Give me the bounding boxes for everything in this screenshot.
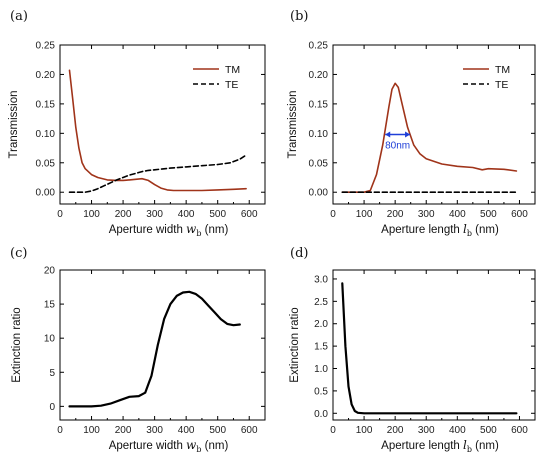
series-line-tm bbox=[68, 69, 247, 192]
x-tick-label: 400 bbox=[449, 425, 466, 436]
y-tick-label: 1.0 bbox=[314, 364, 328, 375]
x-axis-label: Aperture width wb (nm) bbox=[109, 438, 229, 454]
x-tick-label: 0 bbox=[330, 425, 336, 436]
panel-label: (c) bbox=[10, 246, 27, 261]
panel-label: (b) bbox=[290, 9, 308, 24]
x-tick-label: 500 bbox=[209, 425, 226, 436]
plot-frame bbox=[59, 269, 266, 421]
x-tick-label: 200 bbox=[387, 425, 404, 436]
x-tick-label: 500 bbox=[209, 209, 226, 220]
y-tick-label: 1.5 bbox=[314, 342, 328, 353]
y-tick-label: 15 bbox=[44, 300, 56, 311]
x-tick-label: 100 bbox=[356, 425, 373, 436]
x-tick-label: 300 bbox=[418, 209, 435, 220]
y-tick-label: 0.25 bbox=[36, 41, 56, 52]
y-tick-label: 0 bbox=[49, 402, 55, 413]
x-tick-label: 300 bbox=[146, 425, 163, 436]
x-tick-label: 100 bbox=[83, 209, 100, 220]
series-line-tm bbox=[341, 82, 518, 193]
x-tick-label: 400 bbox=[178, 425, 195, 436]
y-tick-label: 0.05 bbox=[36, 158, 56, 169]
y-tick-label: 0.15 bbox=[309, 99, 329, 110]
plot-frame bbox=[59, 44, 266, 205]
chart-panel-3: (c) 0 100 200 300 400 500 600 0 5 10 15 20 Aperture w… bbox=[10, 246, 266, 454]
x-tick-label: 200 bbox=[387, 209, 404, 220]
y-axis-label: Transmission bbox=[287, 91, 299, 159]
fwhm-label: 80nm bbox=[385, 141, 410, 152]
y-tick-label: 5 bbox=[49, 368, 55, 379]
panel-label: (a) bbox=[10, 9, 28, 24]
legend-label-te: TE bbox=[495, 79, 508, 91]
x-tick-label: 100 bbox=[356, 209, 373, 220]
legend-label-tm: TM bbox=[225, 64, 240, 76]
y-tick-label: 0.20 bbox=[36, 70, 56, 81]
y-tick-label: 0.10 bbox=[36, 129, 56, 140]
y-axis-label: Extinction ratio bbox=[11, 307, 23, 382]
x-tick-label: 200 bbox=[115, 425, 132, 436]
x-tick-label: 400 bbox=[178, 209, 195, 220]
y-tick-label: 0.00 bbox=[309, 188, 329, 199]
y-tick-label: 0.25 bbox=[309, 41, 329, 52]
y-tick-label: 0.00 bbox=[36, 188, 56, 199]
x-axis-label: Aperture width wb (nm) bbox=[109, 222, 229, 238]
x-axis-label: Aperture length lb (nm) bbox=[381, 222, 499, 238]
x-tick-label: 100 bbox=[83, 425, 100, 436]
x-tick-label: 0 bbox=[57, 209, 63, 220]
arrowhead-right-icon bbox=[405, 131, 411, 138]
y-tick-label: 0.5 bbox=[314, 386, 328, 397]
x-tick-label: 600 bbox=[241, 425, 258, 436]
x-tick-label: 300 bbox=[146, 209, 163, 220]
x-tick-label: 400 bbox=[449, 209, 466, 220]
panel-label: (d) bbox=[290, 246, 308, 261]
y-tick-label: 0.10 bbox=[309, 129, 329, 140]
y-tick-label: 0.20 bbox=[309, 70, 329, 81]
arrowhead-left-icon bbox=[385, 131, 391, 138]
y-tick-label: 0.0 bbox=[314, 409, 328, 420]
plot-frame bbox=[332, 269, 536, 421]
series-line-curve bbox=[341, 282, 518, 415]
x-tick-label: 0 bbox=[330, 209, 336, 220]
y-tick-label: 0.05 bbox=[309, 158, 329, 169]
x-tick-label: 500 bbox=[480, 425, 497, 436]
plot-frame bbox=[332, 44, 536, 205]
fwhm-annotation: 80nm bbox=[385, 131, 411, 152]
y-tick-label: 2.0 bbox=[314, 319, 328, 330]
series-line-curve bbox=[68, 290, 241, 408]
y-axis-label: Transmission bbox=[8, 91, 20, 159]
x-axis-label: Aperture length lb (nm) bbox=[381, 438, 499, 454]
x-tick-label: 600 bbox=[511, 425, 528, 436]
y-tick-label: 10 bbox=[44, 334, 56, 345]
x-tick-label: 600 bbox=[241, 209, 258, 220]
y-axis-label: Extinction ratio bbox=[289, 307, 301, 382]
chart-panel-1: (a) 0 100 200 300 400 500 600 0.00 0.05 0.10 0.15 0.… bbox=[8, 9, 266, 238]
x-tick-label: 300 bbox=[418, 425, 435, 436]
x-tick-label: 500 bbox=[480, 209, 497, 220]
y-tick-label: 3.0 bbox=[314, 274, 328, 285]
x-tick-label: 0 bbox=[57, 425, 63, 436]
y-tick-label: 2.5 bbox=[314, 297, 328, 308]
legend-label-te: TE bbox=[225, 79, 238, 91]
y-tick-label: 20 bbox=[44, 266, 56, 277]
x-tick-label: 600 bbox=[511, 209, 528, 220]
series-line-te bbox=[68, 154, 247, 193]
y-tick-label: 0.15 bbox=[36, 99, 56, 110]
chart-panel-4: (d) 0 100 200 300 400 500 600 0.0 0.5 1.0 1.5 2.0 2.5… bbox=[289, 246, 536, 454]
x-tick-label: 200 bbox=[115, 209, 132, 220]
legend-label-tm: TM bbox=[495, 64, 510, 76]
chart-panel-2: (b) 0 100 200 300 400 500 600 0.00 0.05 0.10 0.15 0.… bbox=[287, 9, 536, 238]
